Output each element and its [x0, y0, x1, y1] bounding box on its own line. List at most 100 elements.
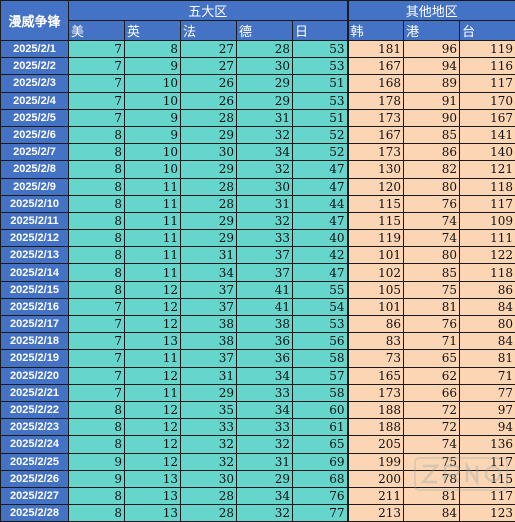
cell-fr: 37 [181, 281, 237, 298]
cell-kr: 101 [348, 298, 404, 315]
cell-kr: 205 [348, 436, 404, 453]
cell-hk: 76 [404, 316, 460, 333]
cell-kr: 119 [348, 230, 404, 247]
cell-us: 7 [69, 58, 125, 75]
cell-jp: 51 [293, 75, 348, 92]
cell-hk: 85 [404, 126, 460, 143]
cell-fr: 29 [181, 212, 237, 229]
cell-jp: 44 [293, 195, 348, 212]
cell-tw: 80 [460, 316, 515, 333]
cell-de: 32 [237, 126, 293, 143]
cell-kr: 173 [348, 384, 404, 401]
row-date: 2025/2/8 [1, 161, 69, 178]
cell-jp: 69 [293, 453, 348, 470]
cell-hk: 75 [404, 453, 460, 470]
cell-hk: 74 [404, 212, 460, 229]
row-date: 2025/2/14 [1, 264, 69, 281]
cell-hk: 71 [404, 333, 460, 350]
cell-us: 7 [69, 92, 125, 109]
cell-kr: 173 [348, 144, 404, 161]
row-date: 2025/2/5 [1, 109, 69, 126]
cell-hk: 90 [404, 109, 460, 126]
cell-tw: 115 [460, 470, 515, 487]
cell-tw: 86 [460, 281, 515, 298]
row-date: 2025/2/20 [1, 367, 69, 384]
cell-tw: 119 [460, 41, 515, 58]
cell-jp: 61 [293, 419, 348, 436]
row-date: 2025/2/10 [1, 195, 69, 212]
cell-kr: 199 [348, 453, 404, 470]
cell-jp: 54 [293, 298, 348, 315]
cell-de: 31 [237, 195, 293, 212]
cell-uk: 12 [125, 281, 181, 298]
cell-kr: 211 [348, 487, 404, 504]
cell-us: 7 [69, 298, 125, 315]
cell-uk: 10 [125, 144, 181, 161]
cell-uk: 13 [125, 333, 181, 350]
cell-uk: 13 [125, 487, 181, 504]
cell-de: 34 [237, 144, 293, 161]
row-date: 2025/2/16 [1, 298, 69, 315]
cell-us: 7 [69, 333, 125, 350]
column-header-us: 美 [69, 21, 125, 41]
cell-uk: 11 [125, 264, 181, 281]
cell-de: 38 [237, 316, 293, 333]
cell-fr: 26 [181, 75, 237, 92]
cell-uk: 12 [125, 436, 181, 453]
cell-uk: 9 [125, 109, 181, 126]
cell-kr: 115 [348, 195, 404, 212]
cell-tw: 117 [460, 75, 515, 92]
cell-tw: 71 [460, 367, 515, 384]
cell-hk: 81 [404, 298, 460, 315]
cell-kr: 165 [348, 367, 404, 384]
cell-jp: 42 [293, 247, 348, 264]
cell-de: 30 [237, 58, 293, 75]
cell-tw: 109 [460, 212, 515, 229]
row-date: 2025/2/12 [1, 230, 69, 247]
cell-us: 9 [69, 470, 125, 487]
cell-fr: 26 [181, 92, 237, 109]
cell-jp: 53 [293, 92, 348, 109]
cell-hk: 91 [404, 92, 460, 109]
cell-fr: 31 [181, 247, 237, 264]
cell-de: 29 [237, 75, 293, 92]
cell-fr: 37 [181, 298, 237, 315]
cell-jp: 53 [293, 58, 348, 75]
cell-kr: 173 [348, 109, 404, 126]
cell-uk: 11 [125, 230, 181, 247]
cell-kr: 73 [348, 350, 404, 367]
cell-de: 34 [237, 367, 293, 384]
row-date: 2025/2/26 [1, 470, 69, 487]
row-date: 2025/2/25 [1, 453, 69, 470]
cell-uk: 11 [125, 350, 181, 367]
group-header-five-regions: 五大区 [69, 1, 348, 21]
cell-us: 7 [69, 75, 125, 92]
cell-de: 33 [237, 230, 293, 247]
cell-uk: 11 [125, 247, 181, 264]
cell-uk: 12 [125, 453, 181, 470]
column-header-jp: 日 [293, 21, 348, 41]
cell-tw: 123 [460, 505, 515, 522]
cell-jp: 53 [293, 41, 348, 58]
cell-hk: 82 [404, 161, 460, 178]
cell-tw: 121 [460, 161, 515, 178]
row-date: 2025/2/6 [1, 126, 69, 143]
cell-tw: 141 [460, 126, 515, 143]
cell-tw: 122 [460, 247, 515, 264]
cell-de: 41 [237, 298, 293, 315]
cell-tw: 140 [460, 144, 515, 161]
cell-hk: 75 [404, 281, 460, 298]
cell-us: 7 [69, 109, 125, 126]
cell-de: 33 [237, 419, 293, 436]
row-date: 2025/2/4 [1, 92, 69, 109]
